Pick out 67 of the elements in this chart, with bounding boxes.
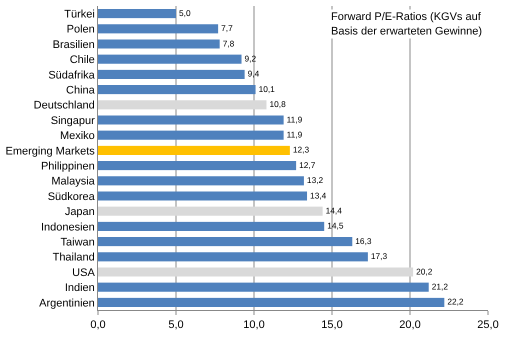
y-tick-label: Deutschland <box>34 100 95 112</box>
x-tick-label: 0,0 <box>90 319 106 332</box>
bar <box>98 298 444 307</box>
y-tick-label: Brasilien <box>52 38 95 51</box>
data-label: 10,1 <box>258 84 276 94</box>
y-tick-label: China <box>66 84 96 96</box>
data-label: 14,5 <box>327 220 344 231</box>
y-tick-label: Südkorea <box>48 190 96 203</box>
text: Forward P/E-Ratios (KGVs auf Basis der erwarteten Gewinne) <box>331 11 482 38</box>
x-tick-label: 20,0 <box>399 319 421 332</box>
data-label: 12,3 <box>292 144 310 155</box>
x-tick-label: 25,0 <box>477 319 499 332</box>
y-tick-label: Chile <box>70 54 95 66</box>
data-label: 10,8 <box>269 99 286 110</box>
data-label: 11,9 <box>286 129 303 140</box>
bar <box>98 100 266 110</box>
data-label: 14,4 <box>326 205 342 216</box>
y-tick-label: Polen <box>66 24 95 36</box>
data-label: 12,7 <box>299 160 316 170</box>
bar <box>98 85 256 94</box>
bar <box>98 191 308 201</box>
x-tick-label: 15,0 <box>321 319 343 332</box>
data-label: 17,3 <box>370 251 388 262</box>
bar <box>98 70 245 79</box>
y-tick-label: Türkei <box>64 8 95 20</box>
data-label: 9,4 <box>248 68 260 79</box>
y-tick-label: Thailand <box>52 252 95 264</box>
data-label: 22,2 <box>447 296 464 307</box>
y-tick-label: Malaysia <box>51 176 96 188</box>
bar <box>98 161 296 170</box>
data-label: 20,2 <box>416 266 433 276</box>
x-tick-label: 5,0 <box>168 319 184 332</box>
y-tick-label: USA <box>72 266 96 279</box>
bar <box>98 115 284 125</box>
data-label: 16,3 <box>355 236 372 246</box>
data-label: 13,2 <box>306 175 324 186</box>
y-tick-label: Argentinien <box>39 297 95 310</box>
bar <box>98 282 429 292</box>
bar <box>98 267 414 277</box>
y-tick-label: Indien <box>64 282 95 294</box>
bar <box>98 54 242 64</box>
y-tick-label: Indonesien <box>40 221 95 234</box>
bar <box>98 24 218 34</box>
y-tick-label: Singapur <box>50 114 96 127</box>
bar <box>98 252 368 262</box>
data-label: 7,7 <box>221 23 234 34</box>
data-label: 9,2 <box>244 53 256 64</box>
bar <box>98 39 220 49</box>
y-tick-label: Philippinen <box>40 160 95 172</box>
y-tick-label: Südafrika <box>48 69 96 82</box>
data-label: 11,9 <box>286 114 303 124</box>
y-tick-label: Taiwan <box>60 236 95 248</box>
bar <box>98 222 324 231</box>
bar <box>98 206 323 216</box>
bar <box>98 9 176 18</box>
data-label: 21,2 <box>432 281 448 292</box>
bar <box>98 176 304 186</box>
bar <box>98 146 290 155</box>
y-tick-label: Emerging Markets <box>6 145 96 158</box>
data-label: 7,8 <box>222 38 235 48</box>
bar <box>98 130 284 140</box>
data-label: 5,0 <box>179 8 191 18</box>
bar <box>98 237 352 246</box>
x-tick-label: 10,0 <box>243 319 265 332</box>
y-tick-label: Japan <box>64 206 95 218</box>
y-tick-label: Mexiko <box>60 130 95 142</box>
data-label: 13,4 <box>310 190 327 200</box>
